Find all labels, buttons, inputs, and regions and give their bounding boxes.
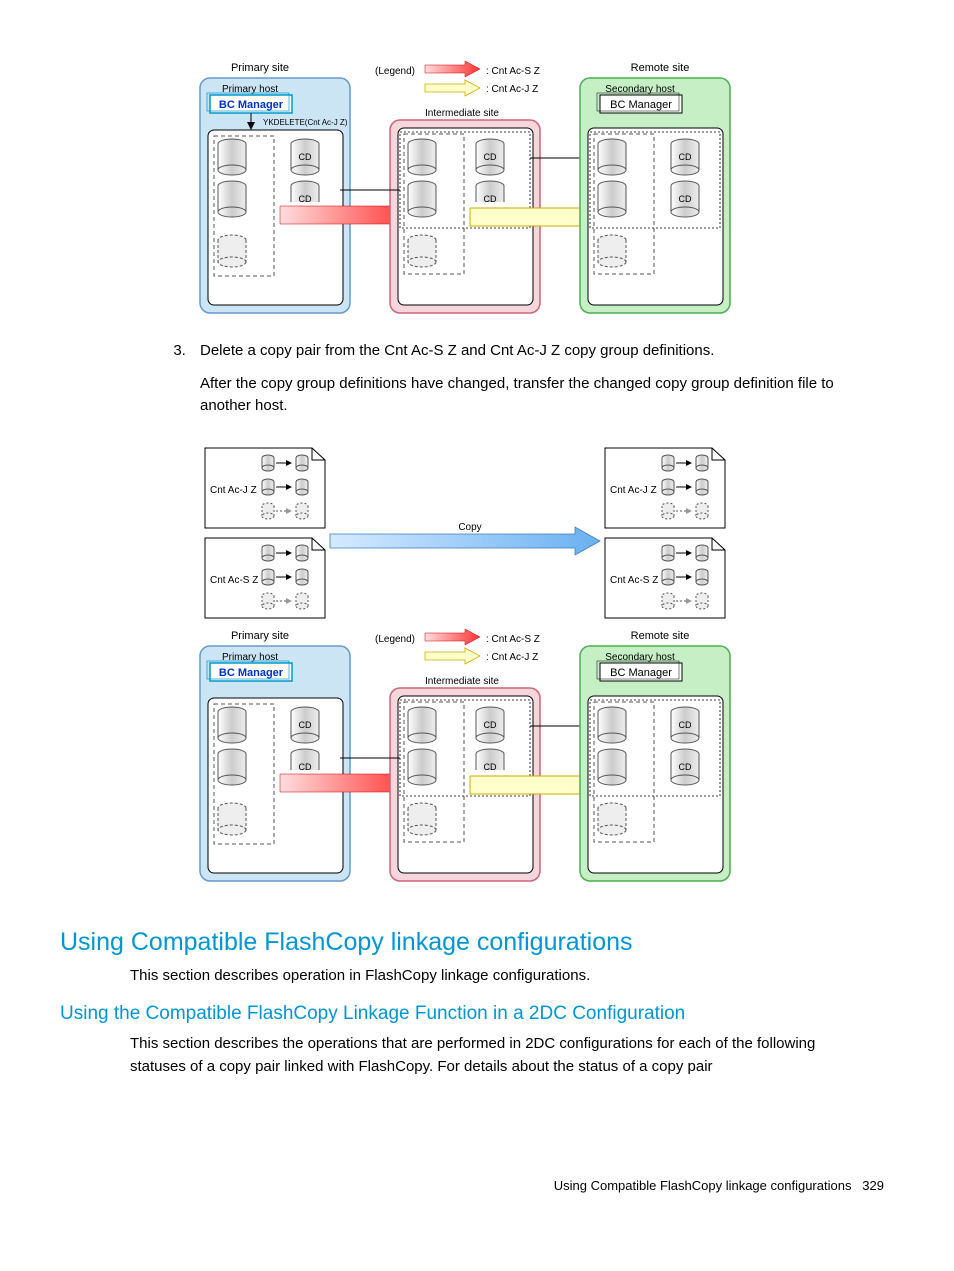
cylinder <box>218 139 246 175</box>
svg-text:Primary site: Primary site <box>231 630 289 642</box>
doc-acs-right: Cnt Ac-S Z <box>605 538 725 618</box>
legend-red-arrow <box>425 61 480 77</box>
cylinder-dashed <box>218 235 246 267</box>
section-body-2: This section describes the operations th… <box>130 1033 834 1078</box>
svg-text:Secondary host: Secondary host <box>605 652 675 663</box>
copy-label: Copy <box>458 522 481 533</box>
svg-text:CD: CD <box>484 720 497 730</box>
primary-site-label: Primary site <box>231 62 289 74</box>
subsection-heading-2dc: Using the Compatible FlashCopy Linkage F… <box>60 1003 894 1025</box>
page-footer: Using Compatible FlashCopy linkage confi… <box>60 1178 894 1193</box>
footer-text: Using Compatible FlashCopy linkage confi… <box>554 1178 852 1193</box>
section-body-1: This section describes operation in Flas… <box>130 965 834 988</box>
doc-acj-right: Cnt Ac-J Z <box>605 448 725 528</box>
bc-manager-primary-text: BC Manager <box>219 99 284 111</box>
footer-page: 329 <box>862 1178 884 1193</box>
svg-text:Intermediate site: Intermediate site <box>425 676 499 687</box>
doc-acs-left: Cnt Ac-S Z <box>205 538 325 618</box>
step-3-after: After the copy group definitions have ch… <box>200 373 834 418</box>
step-3-item: Delete a copy pair from the Cnt Ac-S Z a… <box>190 340 894 363</box>
svg-text:CD: CD <box>299 720 312 730</box>
step-3-text: Delete a copy pair from the Cnt Ac-S Z a… <box>200 342 714 359</box>
doc-acj-left: Cnt Ac-J Z <box>205 448 325 528</box>
svg-text:CD: CD <box>484 152 497 162</box>
svg-text:CD: CD <box>679 720 692 730</box>
cd-label: CD <box>299 152 312 162</box>
legend-j-text: : Cnt Ac-J Z <box>486 84 538 95</box>
svg-text:CD: CD <box>484 762 497 772</box>
secondary-host-label: Secondary host <box>605 84 675 95</box>
svg-text:(Legend): (Legend) <box>375 634 415 645</box>
svg-text:CD: CD <box>299 762 312 772</box>
svg-text:CD: CD <box>679 152 692 162</box>
bc-manager-secondary-text: BC Manager <box>610 99 672 111</box>
svg-text:Cnt Ac-S Z: Cnt Ac-S Z <box>210 575 258 586</box>
svg-text:Cnt Ac-J Z: Cnt Ac-J Z <box>610 485 657 496</box>
svg-text:CD: CD <box>299 194 312 204</box>
step-list: Delete a copy pair from the Cnt Ac-S Z a… <box>160 340 894 363</box>
svg-text:Remote site: Remote site <box>631 630 690 642</box>
svg-text:Cnt Ac-S Z: Cnt Ac-S Z <box>610 575 658 586</box>
section-heading-flashcopy: Using Compatible FlashCopy linkage confi… <box>60 928 894 957</box>
svg-text:CD: CD <box>679 194 692 204</box>
svg-text:: Cnt Ac-S Z: : Cnt Ac-S Z <box>486 634 540 645</box>
diagram-2: Cnt Ac-J Z Cnt Ac-S Z Copy Cnt Ac-J Z <box>190 438 894 898</box>
remote-site-label: Remote site <box>631 62 690 74</box>
diagram-1: Primary site (Legend) : Cnt Ac-S Z : Cnt… <box>190 60 894 320</box>
intermediate-site-label: Intermediate site <box>425 108 499 119</box>
legend-label: (Legend) <box>375 66 415 77</box>
legend-yellow-arrow <box>425 80 480 96</box>
cylinder <box>218 181 246 217</box>
legend-s-text: : Cnt Ac-S Z <box>486 66 540 77</box>
svg-text:BC Manager: BC Manager <box>610 667 672 679</box>
svg-text:Cnt Ac-J Z: Cnt Ac-J Z <box>210 485 257 496</box>
svg-text:: Cnt Ac-J Z: : Cnt Ac-J Z <box>486 652 538 663</box>
svg-text:BC Manager: BC Manager <box>219 667 284 679</box>
svg-text:CD: CD <box>679 762 692 772</box>
svg-text:CD: CD <box>484 194 497 204</box>
ykdelete-label: YKDELETE(Cnt Ac-J Z) <box>263 118 348 127</box>
